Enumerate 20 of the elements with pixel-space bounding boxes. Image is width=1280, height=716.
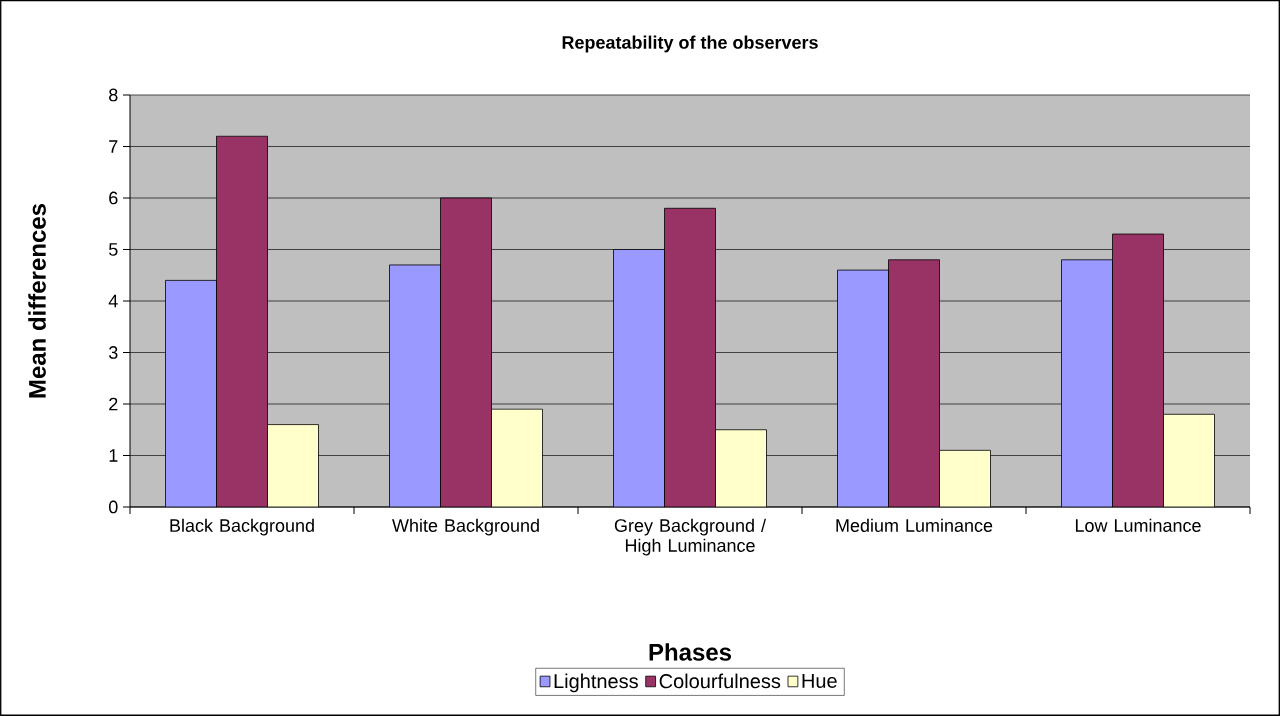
x-axis-title: Phases bbox=[649, 643, 732, 661]
y-tick-label: 7 bbox=[109, 140, 118, 153]
y-tick-label: 1 bbox=[109, 449, 118, 462]
legend-label: Colourfulness bbox=[659, 673, 781, 689]
x-tick-label: Black Background bbox=[170, 518, 314, 536]
legend-label: Hue bbox=[802, 673, 837, 688]
x-tick-label: Grey Background / High Luminance bbox=[614, 518, 767, 556]
y-tick-label: 6 bbox=[109, 191, 118, 205]
y-tick-label: 2 bbox=[109, 397, 118, 411]
y-tick-label: 0 bbox=[109, 500, 118, 514]
y-tick-label: 4 bbox=[108, 294, 118, 308]
y-axis-title: Mean differences bbox=[28, 203, 46, 398]
x-tick-label: Medium Luminance bbox=[836, 518, 993, 532]
x-tick-label: Low Luminance bbox=[1075, 518, 1201, 532]
y-tick-label: 3 bbox=[108, 346, 118, 359]
y-tick-label: 8 bbox=[109, 88, 118, 102]
legend-label: Lightness bbox=[554, 673, 638, 693]
chart-title: Repeatability of the observers bbox=[562, 35, 818, 53]
x-tick-label: White Background bbox=[392, 518, 539, 536]
y-tick-label: 5 bbox=[109, 243, 118, 256]
